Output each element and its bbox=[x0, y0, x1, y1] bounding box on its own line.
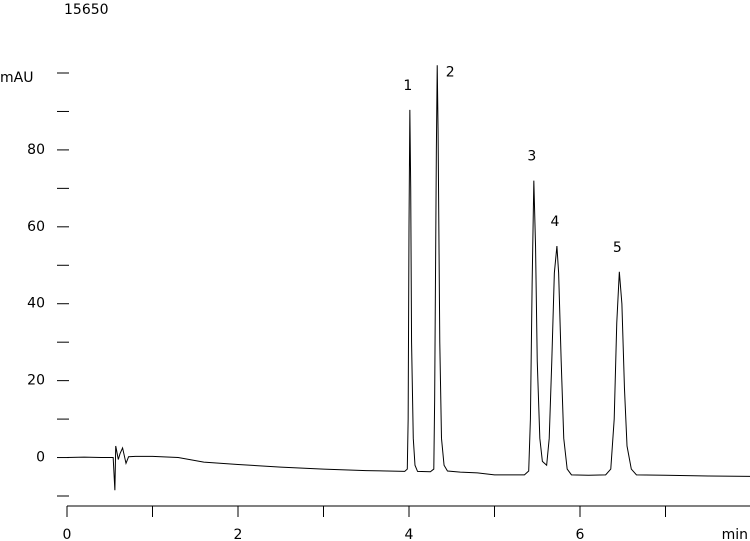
peak-label: 5 bbox=[613, 240, 622, 256]
peak-label: 4 bbox=[550, 214, 559, 230]
y-tick-label: 0 bbox=[36, 450, 45, 466]
x-tick-label: 2 bbox=[234, 527, 243, 541]
peak-label: 2 bbox=[446, 64, 455, 80]
chart-title: 15650 bbox=[64, 2, 109, 18]
x-tick-label: 6 bbox=[576, 527, 585, 541]
x-axis-label: min bbox=[722, 527, 748, 541]
peak-label: 3 bbox=[527, 149, 536, 165]
chromatogram-line bbox=[66, 65, 750, 491]
x-tick-label: 0 bbox=[63, 527, 72, 541]
y-axis-label: mAU bbox=[0, 70, 33, 86]
y-tick-label: 60 bbox=[27, 219, 45, 235]
y-tick-label: 80 bbox=[27, 142, 45, 158]
x-tick-label: 4 bbox=[405, 527, 414, 541]
peak-label: 1 bbox=[403, 78, 412, 94]
y-tick-label: 40 bbox=[27, 296, 45, 312]
y-tick-label: 20 bbox=[27, 373, 45, 389]
